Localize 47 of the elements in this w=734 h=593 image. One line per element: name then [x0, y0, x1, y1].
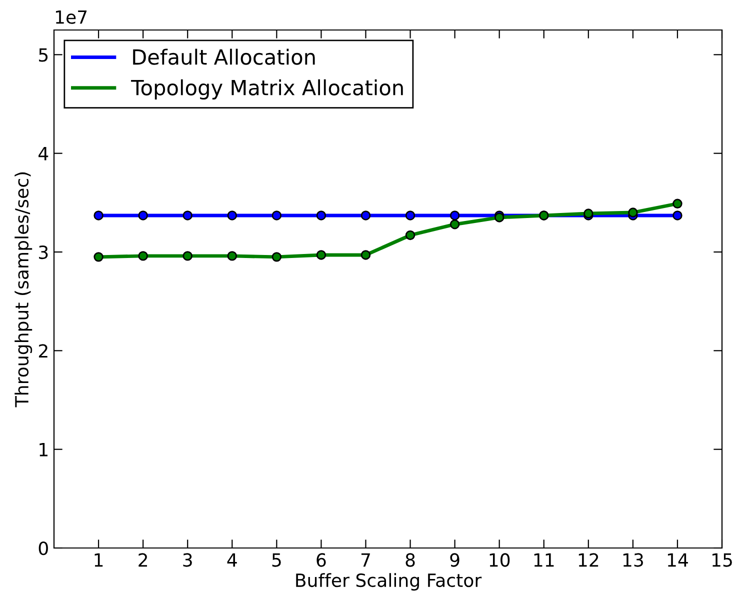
point — [672, 210, 682, 220]
x-tick-label: 4 — [227, 553, 237, 567]
legend-label: Default Allocation — [133, 48, 315, 65]
text: 1e7 — [56, 10, 87, 24]
x-tick-label: 6 — [316, 553, 326, 567]
point — [272, 210, 282, 220]
point — [450, 210, 460, 220]
x-tick-label: 3 — [183, 553, 192, 567]
y-tick-label: 3 — [39, 245, 48, 260]
x-tick-label: 13 — [623, 553, 643, 567]
y-tick-label: 2 — [38, 344, 48, 358]
x-axis-title: Buffer Scaling Factor — [296, 573, 482, 591]
x-tick-label: 10 — [490, 553, 510, 567]
point — [450, 220, 460, 230]
x-tick-label: 8 — [406, 553, 415, 567]
x-tick-label: 5 — [272, 553, 281, 567]
point — [628, 208, 638, 218]
point — [94, 252, 104, 262]
y-tick-label: 0 — [38, 541, 48, 556]
x-tick-label: 15 — [712, 553, 732, 567]
point — [405, 230, 416, 240]
point — [182, 210, 192, 220]
x-tick-label: 9 — [450, 553, 460, 567]
point — [316, 250, 326, 260]
point — [138, 210, 148, 220]
point — [360, 210, 371, 220]
point — [227, 251, 237, 261]
point — [182, 251, 192, 261]
x-tick-label: 14 — [668, 553, 688, 567]
point — [405, 210, 416, 220]
x-tick-label: 1 — [94, 553, 103, 567]
point — [272, 252, 282, 262]
y-axis-title: Throughput (samples/sec) — [14, 172, 32, 408]
x-tick-label: 2 — [138, 553, 147, 567]
x-tick-label: 11 — [534, 553, 554, 567]
x-tick-label: 12 — [578, 553, 598, 567]
point — [94, 210, 104, 220]
y-tick-label: 1 — [40, 443, 48, 456]
legend-label: Topology Matrix Allocation — [131, 79, 403, 100]
y-tick-label: 4 — [38, 147, 48, 160]
point — [672, 198, 682, 209]
y-tick-label: 5 — [39, 48, 48, 62]
point — [138, 251, 148, 261]
point — [227, 210, 237, 220]
point — [316, 210, 326, 220]
x-tick-label: 7 — [361, 553, 370, 567]
point — [360, 250, 371, 260]
